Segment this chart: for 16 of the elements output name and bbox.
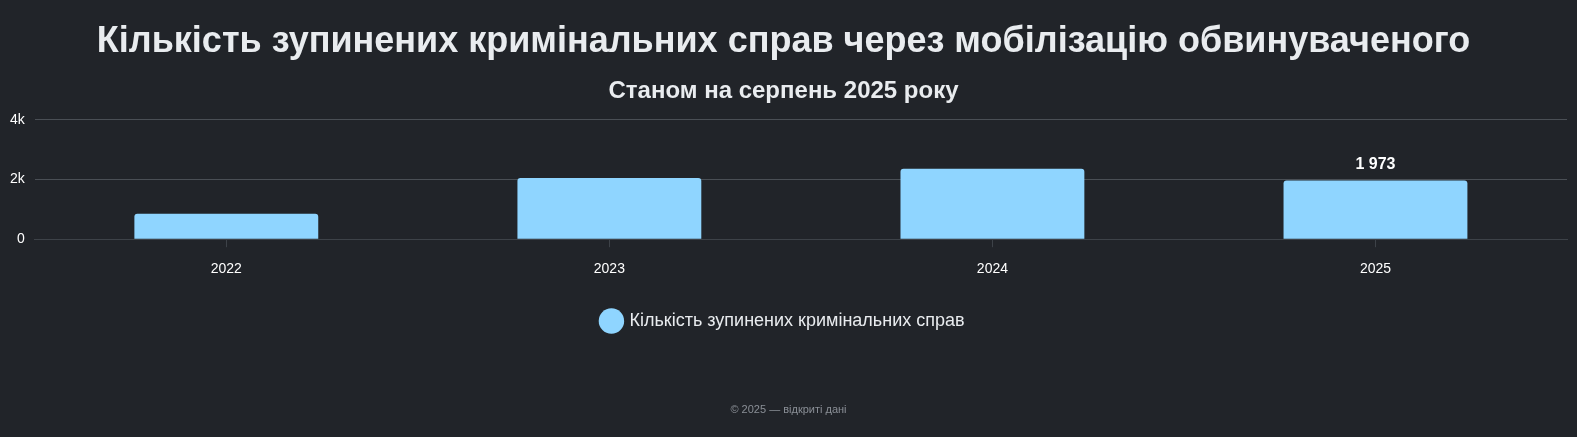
bar <box>1283 180 1468 239</box>
chart-title: Кількість зупинених кримінальних справ через мобілізацію обвинуваченого <box>96 18 1471 60</box>
chart-subtitle: Станом на серпень 2025 року <box>608 76 960 104</box>
legend-label: Кількість зупинених кримінальних справ <box>629 309 965 330</box>
x-tick-label: 2022 <box>210 260 243 277</box>
y-tick-label: 4k <box>9 110 26 127</box>
bar <box>134 213 319 239</box>
bar <box>900 168 1085 239</box>
data-label: 1 973 <box>1355 154 1396 172</box>
x-tick-label: 2025 <box>1359 260 1392 277</box>
y-tick-label: 2k <box>9 170 26 187</box>
y-tick-label: 0 <box>16 230 25 247</box>
bar <box>517 178 702 239</box>
x-tick-label: 2024 <box>976 260 1009 277</box>
text: © 2025 — відкриті дані <box>730 403 847 416</box>
x-tick-label: 2023 <box>593 260 626 277</box>
